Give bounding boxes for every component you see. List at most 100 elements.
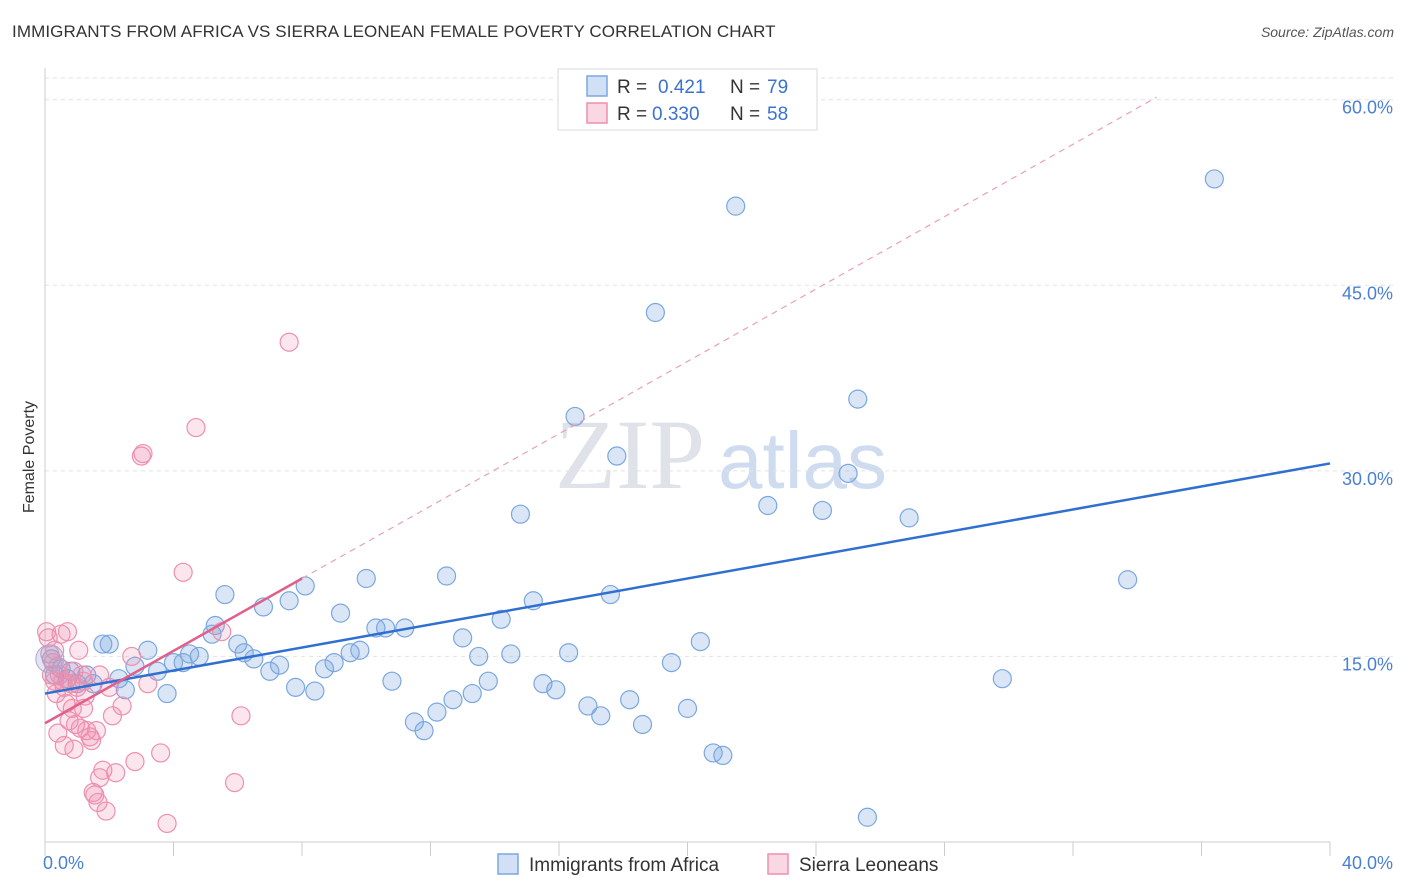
sierra-point — [102, 706, 123, 726]
sierra-point — [112, 696, 132, 716]
legend-box — [557, 68, 818, 131]
sierra-point — [54, 677, 74, 697]
africa-point — [350, 640, 370, 660]
y-tick-label: 15.0% — [1342, 654, 1393, 674]
africa-point — [215, 584, 235, 605]
sierra-point — [86, 721, 107, 741]
axes: 15.0% 30.0% 45.0% 60.0% — [44, 68, 1393, 856]
sierra-point — [48, 723, 68, 743]
africa-point — [427, 702, 447, 722]
legend-n-value-1: 79 — [767, 77, 788, 98]
bottom-legend-swatch-pink — [767, 853, 789, 875]
trend-lines — [44, 96, 1331, 725]
africa-point — [305, 681, 325, 701]
sierra-point — [57, 622, 78, 642]
africa-point — [478, 671, 498, 691]
bottom-legend-label-africa: Immigrants from Africa — [529, 855, 719, 876]
africa-point — [443, 690, 463, 710]
legend-n-label-1: N = — [730, 77, 760, 98]
y-axis-label: Female Poverty — [21, 401, 38, 513]
africa-point — [632, 714, 653, 735]
bottom-legend-label-sierra: Sierra Leoneans — [799, 855, 938, 876]
africa-point — [677, 698, 698, 718]
africa-point — [591, 706, 611, 726]
africa-point — [726, 196, 746, 216]
sierra-point — [173, 562, 193, 582]
y-tick-label: 45.0% — [1342, 283, 1393, 303]
sierra-point — [151, 743, 171, 763]
africa-point — [1118, 570, 1138, 590]
cluster-point — [35, 644, 65, 674]
africa-point — [838, 463, 858, 483]
africa-point — [189, 646, 209, 667]
sierra-point — [96, 801, 116, 821]
africa-point — [453, 628, 473, 648]
africa-point — [260, 661, 280, 681]
sierra-point — [122, 646, 142, 667]
bottom-legend-swatch-blue — [497, 853, 519, 875]
sierra-point — [231, 706, 251, 726]
africa-point — [138, 640, 158, 660]
africa-point — [436, 566, 457, 586]
gridlines — [45, 77, 1395, 657]
africa-point — [279, 591, 299, 611]
africa-point — [645, 302, 665, 323]
africa-point — [115, 680, 135, 700]
africa-point — [713, 745, 733, 766]
africa-point — [510, 504, 531, 524]
africa-point — [607, 446, 627, 466]
points-layer — [35, 169, 1224, 834]
legend-n-label-2: N = — [730, 104, 760, 125]
sierra-point — [54, 735, 74, 756]
sierra-point — [37, 622, 57, 642]
chart-title: IMMIGRANTS FROM AFRICA VS SIERRA LEONEAN… — [12, 22, 776, 41]
africa-point — [501, 644, 521, 664]
sierra-point — [45, 640, 65, 660]
sierra-point — [106, 763, 126, 783]
africa-point — [661, 653, 682, 673]
sierra-point — [64, 739, 84, 759]
sierra-point — [81, 730, 102, 751]
africa-point — [690, 631, 710, 652]
sierra-point — [186, 417, 206, 438]
africa-point — [330, 603, 351, 623]
legend-swatch-blue — [586, 75, 608, 97]
sierra-trend-line — [44, 577, 303, 725]
africa-point — [356, 568, 376, 589]
legend-swatch-pink — [586, 102, 608, 124]
sierra-point — [224, 773, 245, 793]
sierra-point — [69, 640, 89, 660]
africa-point — [99, 634, 119, 654]
africa-point — [469, 646, 489, 667]
africa-point — [857, 807, 878, 827]
africa-point — [414, 721, 434, 741]
source-label: Source: ZipAtlas.com — [1260, 24, 1394, 40]
y-tick-label: 30.0% — [1342, 469, 1393, 489]
africa-point — [992, 669, 1012, 689]
sierra-point — [125, 751, 145, 772]
africa-point — [244, 649, 264, 669]
sierra-trend-extension — [301, 96, 1157, 580]
africa-point — [565, 406, 585, 427]
bottom-legend: Immigrants from Africa Sierra Leoneans — [497, 853, 938, 876]
x-tick-label-max: 40.0% — [1342, 853, 1393, 873]
africa-point — [324, 653, 344, 673]
africa-point — [314, 659, 335, 679]
africa-point — [285, 677, 306, 697]
africa-point — [620, 690, 640, 710]
africa-trend-line — [44, 462, 1331, 695]
sierra-point — [64, 661, 84, 681]
africa-point — [546, 680, 566, 700]
legend-n-value-2: 58 — [767, 104, 788, 125]
africa-point — [382, 671, 402, 691]
sierra-point — [157, 813, 177, 834]
legend-r-value-1: 0.421 — [658, 77, 706, 98]
africa-point — [269, 655, 290, 675]
sierra-point — [90, 665, 110, 685]
sierra-point — [38, 628, 58, 648]
legend: R = 0.421 N = 79 R = 0.330 N = 58 — [557, 68, 818, 131]
africa-point — [899, 508, 919, 528]
watermark-zip: ZIP — [555, 399, 705, 510]
africa-point — [93, 634, 113, 654]
